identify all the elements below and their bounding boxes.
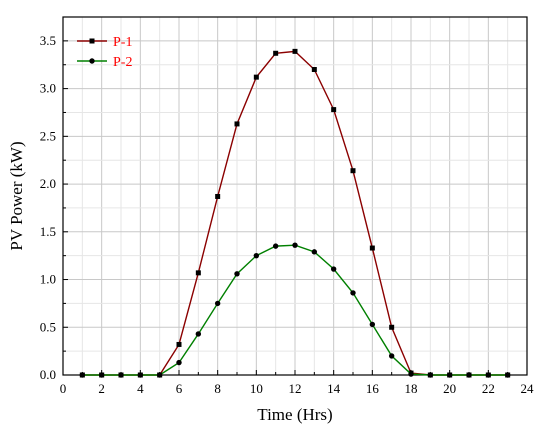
y-tick-label: 1.0 bbox=[40, 272, 56, 287]
data-point bbox=[215, 193, 221, 199]
data-point bbox=[292, 48, 298, 54]
x-tick-label: 6 bbox=[176, 381, 183, 396]
x-tick-label: 8 bbox=[214, 381, 221, 396]
legend-marker bbox=[89, 58, 95, 64]
data-point bbox=[350, 290, 356, 296]
x-axis-title: Time (Hrs) bbox=[257, 405, 332, 424]
grid bbox=[63, 16, 527, 375]
data-point bbox=[485, 372, 492, 378]
data-point bbox=[195, 270, 201, 276]
series-P-2 bbox=[79, 242, 511, 378]
data-point bbox=[253, 252, 260, 259]
data-point bbox=[118, 372, 124, 378]
data-point bbox=[369, 245, 375, 251]
data-point bbox=[234, 271, 240, 277]
y-tick-label: 1.5 bbox=[40, 224, 56, 239]
data-point bbox=[137, 372, 144, 378]
data-point bbox=[79, 372, 86, 378]
data-point bbox=[311, 67, 317, 73]
legend-marker bbox=[89, 38, 95, 44]
data-point bbox=[388, 353, 395, 359]
legend-label: P-1 bbox=[113, 35, 132, 50]
data-point bbox=[446, 372, 453, 378]
x-tick-label: 2 bbox=[98, 381, 105, 396]
y-tick-label: 0.0 bbox=[40, 367, 56, 382]
data-point bbox=[272, 243, 279, 249]
data-point bbox=[253, 74, 259, 80]
data-point bbox=[98, 372, 105, 378]
y-tick-label: 3.5 bbox=[40, 33, 56, 48]
data-point bbox=[311, 249, 318, 255]
data-point bbox=[504, 372, 511, 378]
legend: P-1P-2 bbox=[77, 35, 132, 70]
data-point bbox=[427, 372, 434, 378]
legend-label: P-2 bbox=[113, 55, 132, 70]
x-tick-label: 14 bbox=[327, 381, 341, 396]
data-point bbox=[273, 50, 279, 56]
data-point bbox=[350, 168, 356, 174]
data-point bbox=[369, 321, 376, 328]
data-point bbox=[176, 359, 182, 366]
y-tick-label: 3.0 bbox=[40, 81, 56, 96]
y-tick-label: 2.5 bbox=[40, 128, 56, 143]
x-tick-label: 24 bbox=[521, 381, 535, 396]
x-tick-label: 22 bbox=[482, 381, 495, 396]
data-point bbox=[389, 324, 395, 330]
y-tick-label: 2.0 bbox=[40, 176, 56, 191]
y-tick-label: 0.5 bbox=[40, 319, 56, 334]
series-layer bbox=[79, 48, 511, 378]
x-tick-label: 16 bbox=[366, 381, 380, 396]
data-point bbox=[408, 371, 414, 377]
data-point bbox=[214, 300, 221, 307]
data-point bbox=[234, 121, 240, 127]
data-point bbox=[156, 372, 163, 378]
x-tick-label: 20 bbox=[443, 381, 456, 396]
data-point bbox=[292, 242, 298, 248]
data-point bbox=[195, 331, 202, 337]
x-tick-label: 18 bbox=[405, 381, 418, 396]
data-point bbox=[176, 341, 182, 347]
x-tick-label: 10 bbox=[250, 381, 263, 396]
data-point bbox=[466, 372, 472, 378]
x-tick-label: 12 bbox=[289, 381, 302, 396]
x-tick-label: 4 bbox=[137, 381, 144, 396]
axis-ticks: 0 2 4 6 8 10 12 14 16 18 20 22 240.00.51.01.52.02.53… bbox=[40, 16, 535, 396]
y-axis-title: PV Power (kW) bbox=[7, 141, 26, 250]
data-point bbox=[331, 107, 337, 113]
data-point bbox=[330, 266, 337, 272]
x-tick-label: 0 bbox=[60, 381, 67, 396]
